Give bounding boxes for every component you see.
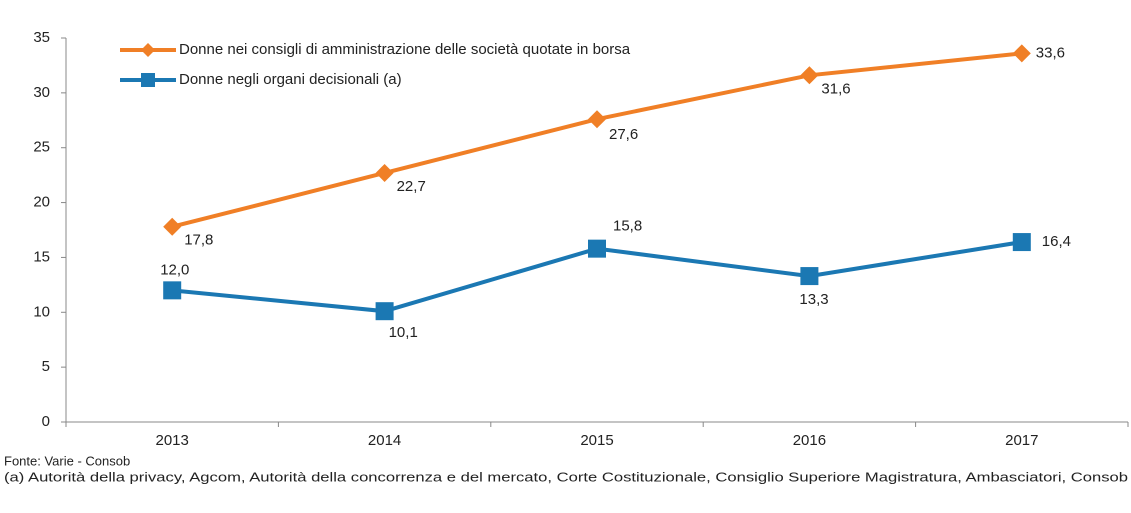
data-label: 13,3 <box>799 291 828 308</box>
footnote: (a) Autorità della privacy, Agcom, Autor… <box>4 469 1128 484</box>
legend-label: Donne negli organi decisionali (a) <box>179 71 402 88</box>
data-label: 17,8 <box>184 232 213 249</box>
x-tick-label: 2013 <box>156 432 189 449</box>
point <box>375 302 394 321</box>
x-tick-label: 2014 <box>368 432 401 449</box>
data-label: 15,8 <box>613 218 642 235</box>
y-tick-label: 0 <box>42 413 50 430</box>
x-tick-label: 2017 <box>1005 432 1038 449</box>
y-tick-label: 15 <box>33 248 50 265</box>
point <box>163 217 182 236</box>
data-label: 31,6 <box>821 80 850 97</box>
source: Fonte: Varie - Consob <box>4 453 130 468</box>
point <box>375 163 394 182</box>
data-label: 22,7 <box>397 178 426 195</box>
y-tick-label: 30 <box>33 84 50 101</box>
data-label: 27,6 <box>609 126 638 143</box>
x-tick-label: 2015 <box>580 432 613 449</box>
y-tick-label: 35 <box>33 29 50 46</box>
point <box>588 239 606 258</box>
legend-label: Donne nei consigli di amministrazione de… <box>179 41 631 58</box>
y-tick-label: 25 <box>33 139 50 156</box>
legend-marker <box>141 43 155 57</box>
x-tick-label: 2016 <box>793 432 826 449</box>
data-label: 12,0 <box>160 261 189 278</box>
point <box>800 66 819 85</box>
legend-marker <box>141 73 155 87</box>
point <box>1012 44 1031 63</box>
data-label: 33,6 <box>1036 44 1065 61</box>
y-tick-label: 20 <box>33 194 50 211</box>
y-tick-label: 10 <box>33 303 50 320</box>
data-label: 10,1 <box>389 324 418 341</box>
point <box>163 281 182 300</box>
point <box>588 110 606 129</box>
y-tick-label: 5 <box>42 358 50 375</box>
data-label: 16,4 <box>1042 233 1071 250</box>
point <box>800 267 819 286</box>
point <box>1012 233 1031 252</box>
